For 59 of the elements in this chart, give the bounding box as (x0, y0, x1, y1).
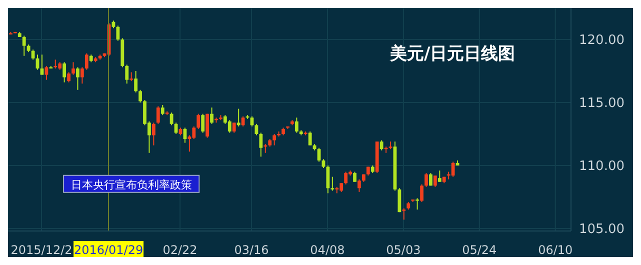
candlestick (254, 123, 258, 136)
candlestick (160, 104, 164, 116)
candlestick (416, 198, 420, 210)
candlestick (156, 106, 160, 124)
candlestick (210, 107, 214, 124)
candlestick (344, 171, 348, 185)
candlestick (206, 113, 210, 138)
candlestick (429, 172, 432, 186)
candlestick (317, 147, 321, 162)
candlestick (170, 112, 174, 126)
candlestick (67, 72, 70, 83)
candlestick (72, 62, 75, 76)
text: 美元/日元日线图 (390, 43, 516, 65)
candlestick (330, 176, 334, 192)
candlestick (424, 172, 428, 188)
candlestick (308, 130, 312, 146)
candlestick (380, 140, 384, 151)
candlestick (44, 65, 48, 80)
candlestick (326, 164, 330, 194)
annotation: 日本央行宣布负利率政策 (70, 178, 192, 192)
candlestick (80, 66, 84, 84)
candlestick (420, 184, 424, 203)
candlestick (152, 122, 156, 146)
x-tick-label: 2016/01/29 (74, 243, 144, 257)
candlestick (272, 133, 276, 146)
candlestick (116, 25, 120, 42)
candlestick (76, 66, 80, 90)
x-tick-label: 06/10 (538, 243, 573, 257)
y-tick-label: 105.00 (579, 222, 624, 238)
candlestick (353, 171, 356, 182)
candlestick (134, 70, 138, 93)
candlestick (201, 113, 205, 134)
candlestick (22, 35, 26, 56)
x-tick-label: 05/03 (386, 243, 421, 257)
x-tick-label: 2015/12/2 (10, 243, 72, 257)
candlestick (40, 54, 44, 76)
x-tick-label: 03/16 (234, 243, 269, 257)
candlestick (358, 178, 361, 192)
candlestick (138, 89, 142, 103)
candlestick (84, 52, 88, 70)
candlestick (236, 108, 240, 127)
x-tick-label: 02/22 (162, 243, 198, 257)
candlestick (294, 117, 298, 134)
x-tick-label: 05/24 (462, 243, 497, 257)
candlestick (451, 161, 455, 178)
candlestick (259, 132, 263, 158)
candlestick (433, 175, 437, 188)
y-tick-label: 120.00 (579, 33, 624, 48)
candlestick (196, 113, 200, 130)
candlestick (402, 208, 406, 220)
y-tick-label: 110.00 (579, 159, 624, 174)
x-tick-label: 04/08 (310, 243, 345, 257)
candlestick (398, 188, 402, 213)
candlestick (228, 120, 232, 134)
y-tick-label: 115.00 (579, 96, 624, 112)
candlestick (125, 64, 129, 84)
candlestick (62, 62, 66, 83)
candlestick (438, 170, 442, 182)
candlestick (232, 122, 236, 134)
